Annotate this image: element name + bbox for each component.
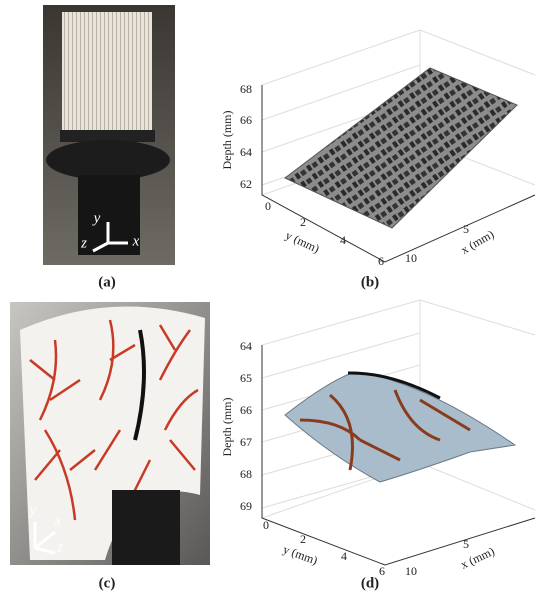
y-tick: 6 (379, 564, 385, 578)
y-tick: 6 (378, 254, 384, 268)
axis-label: x (54, 513, 62, 529)
figure: y z x (a) Depth (mm) 68 66 64 62 0 2 4 6… (0, 0, 539, 594)
y-tick: 0 (263, 518, 269, 532)
stage (46, 140, 170, 180)
x-tick: 5 (463, 222, 469, 236)
surface (285, 68, 517, 228)
z-tick: 68 (240, 82, 252, 96)
axis-label: x (132, 233, 140, 249)
z-tick: 65 (240, 371, 252, 385)
y-tick: 4 (341, 549, 347, 563)
clamp (112, 490, 180, 565)
axis-label: y (28, 502, 37, 518)
z-tick: 66 (240, 403, 252, 417)
y-tick: 2 (300, 215, 306, 229)
z-axis-label: Depth (mm) (220, 111, 234, 170)
z-tick: 68 (240, 467, 252, 481)
surface (285, 372, 515, 482)
y-tick: 0 (265, 199, 271, 213)
x-tick: 10 (405, 251, 417, 265)
plot-d: Depth (mm) 64 65 66 67 68 69 0 2 4 6 y (… (220, 300, 535, 578)
y-tick: 2 (300, 532, 306, 546)
panel-label: (b) (361, 274, 379, 290)
fabric-sample (62, 12, 152, 130)
axis-label: z (80, 235, 87, 251)
z-tick: 64 (240, 145, 252, 159)
panel-label: (a) (98, 274, 116, 290)
photo-c: y x z (10, 302, 210, 565)
z-tick: 62 (240, 177, 252, 191)
panel-label: (d) (361, 575, 379, 591)
photo-a: y z x (43, 5, 175, 265)
z-tick: 64 (240, 339, 252, 353)
x-tick: 10 (405, 564, 417, 578)
x-tick: 5 (463, 537, 469, 551)
axis-label: z (56, 539, 63, 555)
plot-b: Depth (mm) 68 66 64 62 0 2 4 6 y (mm) 5 … (220, 30, 535, 268)
axis-label: y (92, 210, 101, 226)
y-axis-label: y (mm) (281, 542, 319, 567)
z-tick: 67 (240, 435, 252, 449)
z-tick: 69 (240, 499, 252, 513)
panel-label: (c) (99, 575, 116, 591)
z-tick: 66 (240, 113, 252, 127)
y-tick: 4 (340, 233, 346, 247)
y-axis-label: y (mm) (283, 228, 321, 256)
z-axis-label: Depth (mm) (220, 398, 234, 457)
